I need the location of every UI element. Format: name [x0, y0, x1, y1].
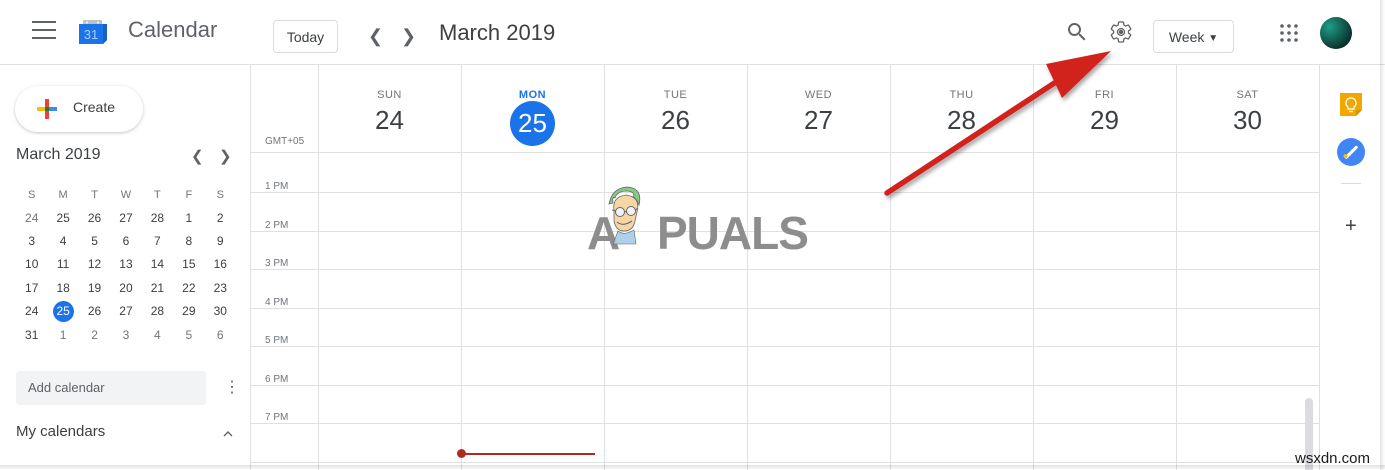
svg-text:31: 31: [84, 27, 98, 42]
